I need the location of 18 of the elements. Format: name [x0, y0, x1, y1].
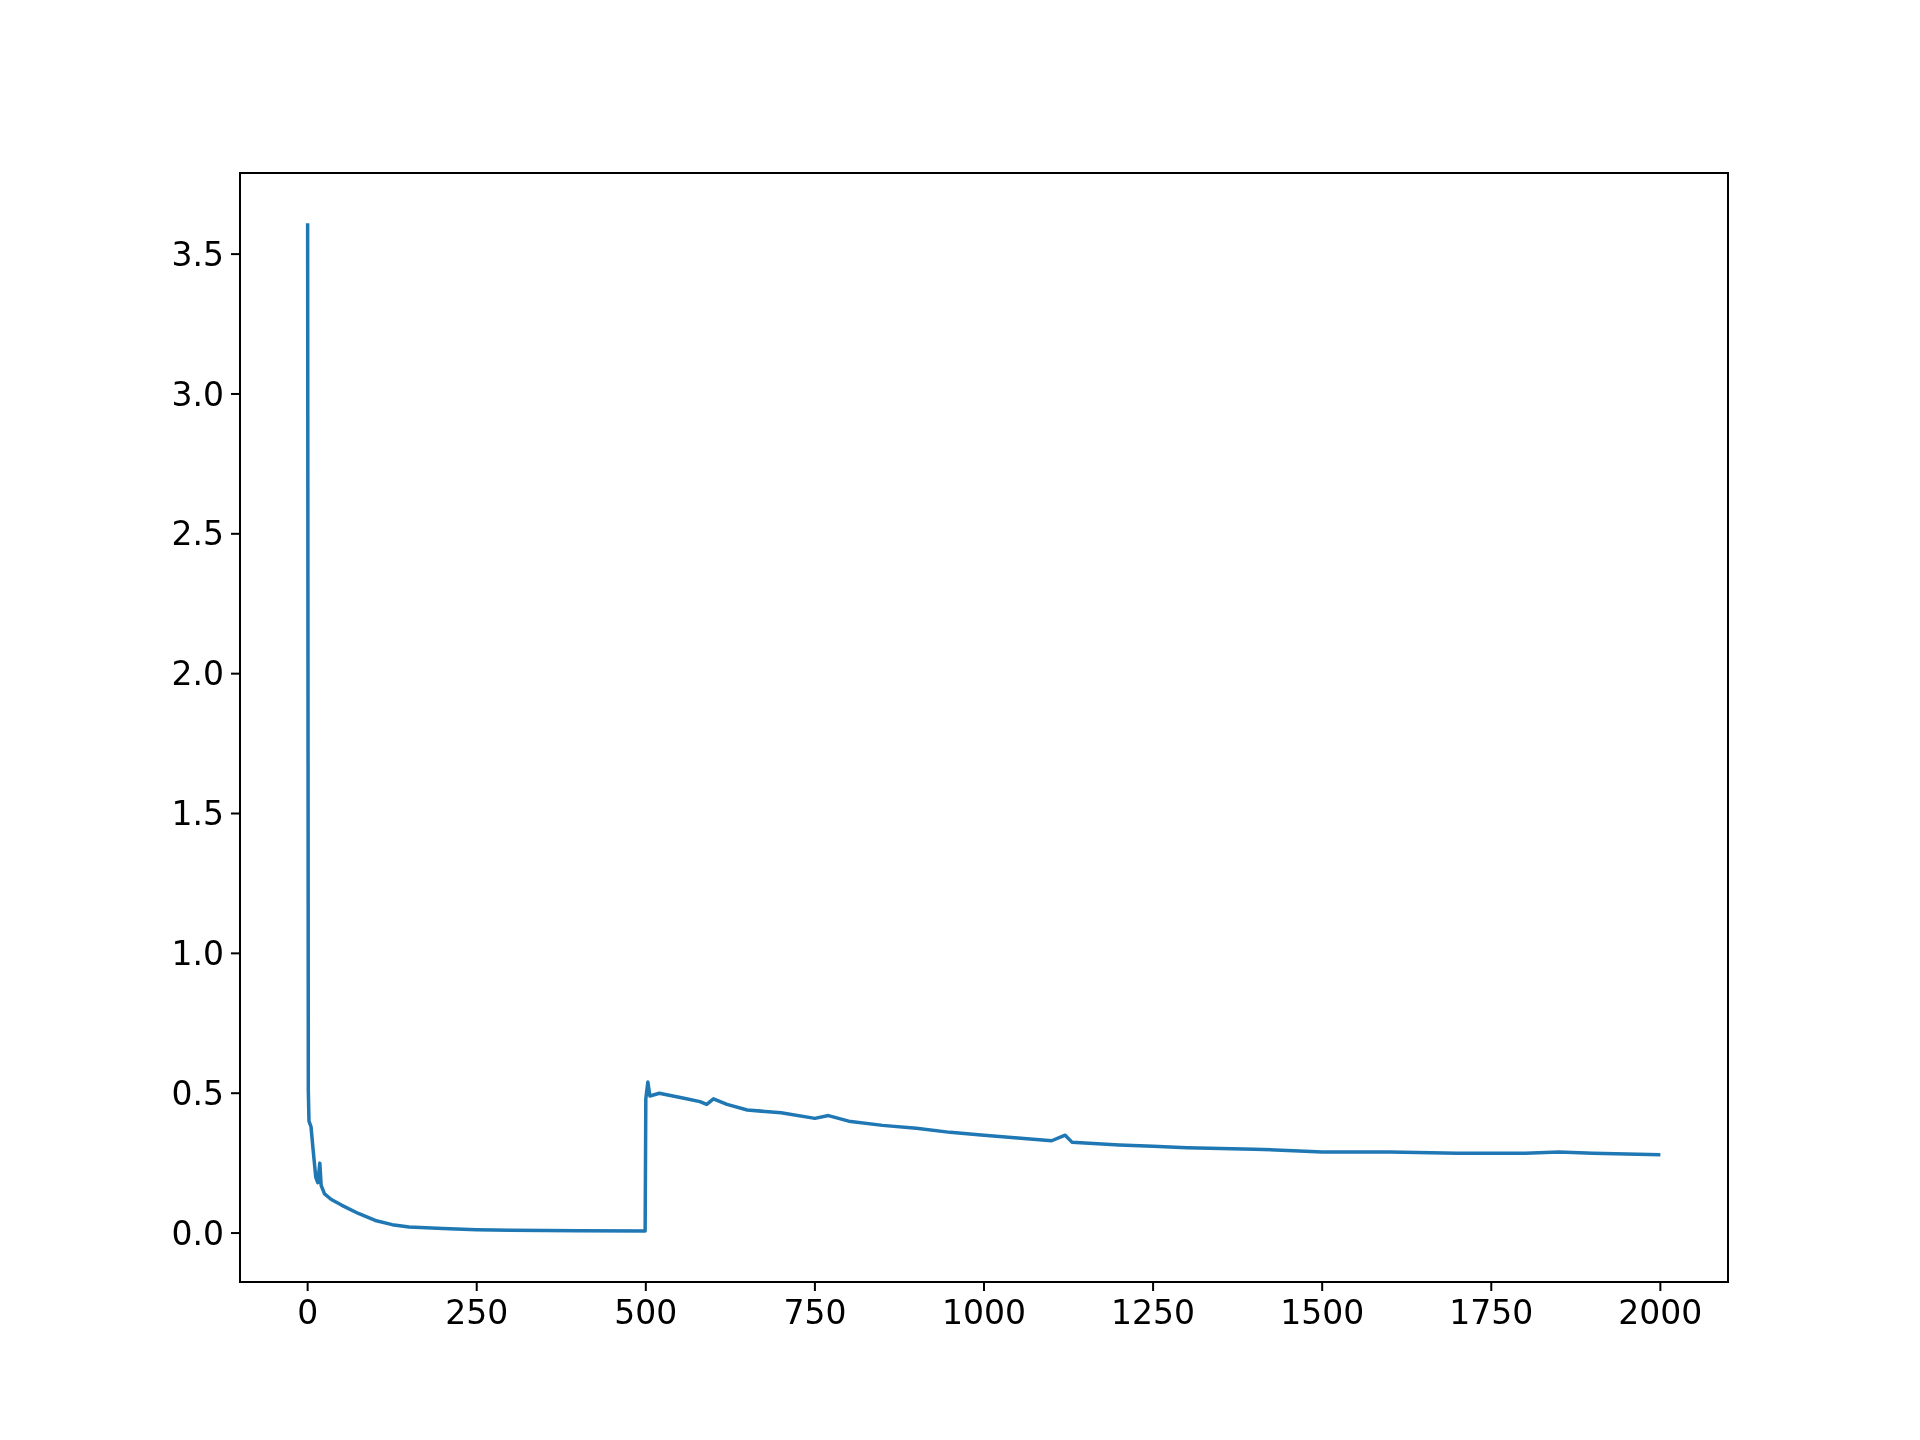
- x-tick-label: 750: [783, 1293, 847, 1332]
- y-tick-label: 1.0: [171, 933, 224, 973]
- x-tick-label: 1500: [1280, 1293, 1365, 1332]
- x-tick-label: 1000: [942, 1293, 1026, 1332]
- x-tick-label: 1250: [1111, 1293, 1196, 1332]
- y-tick-label: 1.5: [171, 794, 224, 834]
- y-tick-label: 2.0: [171, 654, 224, 694]
- y-tick-label: 3.5: [171, 234, 224, 274]
- y-tick-label: 0.5: [171, 1073, 224, 1113]
- x-tick-label: 500: [614, 1293, 678, 1332]
- x-tick-label: 0: [297, 1293, 319, 1332]
- y-tick-label: 2.5: [171, 514, 224, 554]
- x-tick-label: 1750: [1449, 1293, 1534, 1332]
- y-tick-label: 0.0: [171, 1213, 224, 1253]
- line-series: [305, 221, 1663, 1233]
- y-tick-label: 3.0: [171, 374, 224, 414]
- x-tick-label: 250: [445, 1293, 509, 1332]
- x-tick-label: 2000: [1618, 1293, 1703, 1332]
